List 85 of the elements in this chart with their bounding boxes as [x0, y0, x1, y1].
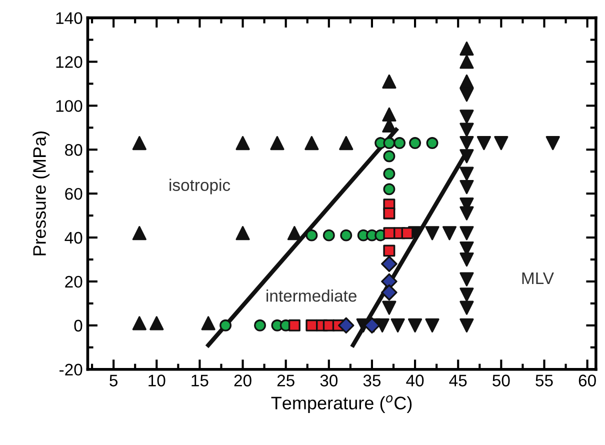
point — [381, 256, 398, 272]
point — [460, 272, 474, 286]
point — [426, 137, 438, 150]
point — [254, 319, 266, 332]
point — [390, 318, 405, 332]
point — [382, 300, 396, 315]
y-tick-label: 100 — [56, 100, 82, 112]
point — [236, 136, 250, 150]
point — [494, 136, 508, 150]
annotation: intermediate — [266, 290, 356, 302]
x-tick-label: 40 — [406, 374, 424, 386]
point — [338, 317, 354, 334]
point — [460, 54, 474, 69]
point — [460, 122, 474, 137]
point — [408, 318, 422, 332]
y-tick-label: 20 — [65, 276, 82, 288]
y-tick-label: 140 — [56, 12, 82, 24]
point — [383, 150, 396, 162]
point — [132, 136, 146, 150]
point — [460, 42, 474, 56]
point — [304, 136, 319, 150]
x-tick-label: 30 — [320, 374, 338, 386]
point — [236, 226, 250, 240]
point — [287, 226, 302, 240]
point — [401, 227, 414, 240]
point — [460, 318, 474, 332]
point — [375, 318, 390, 332]
y-tick-label: 0 — [74, 320, 82, 332]
point — [394, 137, 406, 150]
x-tick-label: 25 — [277, 374, 294, 386]
annotation: MLV — [522, 272, 554, 284]
x-tick-label: 10 — [148, 374, 166, 386]
point — [425, 226, 440, 240]
point — [442, 226, 457, 240]
point — [460, 149, 474, 164]
y-tick-label: -20 — [60, 364, 82, 376]
x-tick-label: 60 — [578, 374, 596, 386]
point — [460, 300, 474, 315]
y-tick-label: 120 — [56, 56, 82, 68]
point — [460, 226, 474, 240]
point — [381, 284, 398, 301]
point — [476, 136, 491, 150]
point — [340, 229, 352, 242]
point — [460, 180, 474, 194]
point — [460, 206, 474, 220]
point — [383, 244, 396, 257]
x-tick-label: 15 — [192, 374, 208, 386]
y-tick-label: 80 — [65, 144, 82, 156]
point — [460, 110, 474, 124]
x-tick-label: 20 — [234, 374, 252, 386]
x-tick-label: 55 — [536, 374, 553, 386]
point — [383, 207, 396, 220]
point — [288, 319, 300, 332]
point — [132, 226, 146, 240]
point — [322, 229, 335, 242]
x-tick-label: 45 — [449, 374, 467, 386]
point — [382, 107, 396, 122]
y-axis-title: Pressure (MPa) — [32, 131, 50, 256]
x-tick-label: 5 — [110, 374, 118, 386]
y-tick-label: 60 — [65, 188, 82, 200]
point — [270, 136, 284, 150]
point — [383, 183, 396, 196]
point — [460, 166, 474, 181]
point — [382, 74, 396, 89]
annotation: isotropic — [170, 178, 230, 194]
point — [306, 229, 318, 242]
point — [460, 252, 474, 267]
point — [460, 136, 474, 150]
point — [383, 168, 396, 180]
point — [150, 316, 164, 330]
point — [383, 137, 396, 150]
point — [339, 136, 354, 150]
point — [460, 288, 474, 302]
point — [546, 136, 560, 150]
x-tick-label: 35 — [363, 374, 381, 386]
point — [425, 318, 440, 332]
point — [220, 319, 232, 332]
point — [132, 316, 146, 330]
point — [364, 317, 380, 334]
point — [201, 316, 216, 330]
x-axis-title: Temperature ($^{o}$C) — [271, 395, 412, 414]
y-tick-label: 40 — [64, 232, 82, 244]
point — [460, 88, 474, 102]
point — [409, 137, 422, 150]
x-tick-label: 50 — [492, 374, 510, 386]
